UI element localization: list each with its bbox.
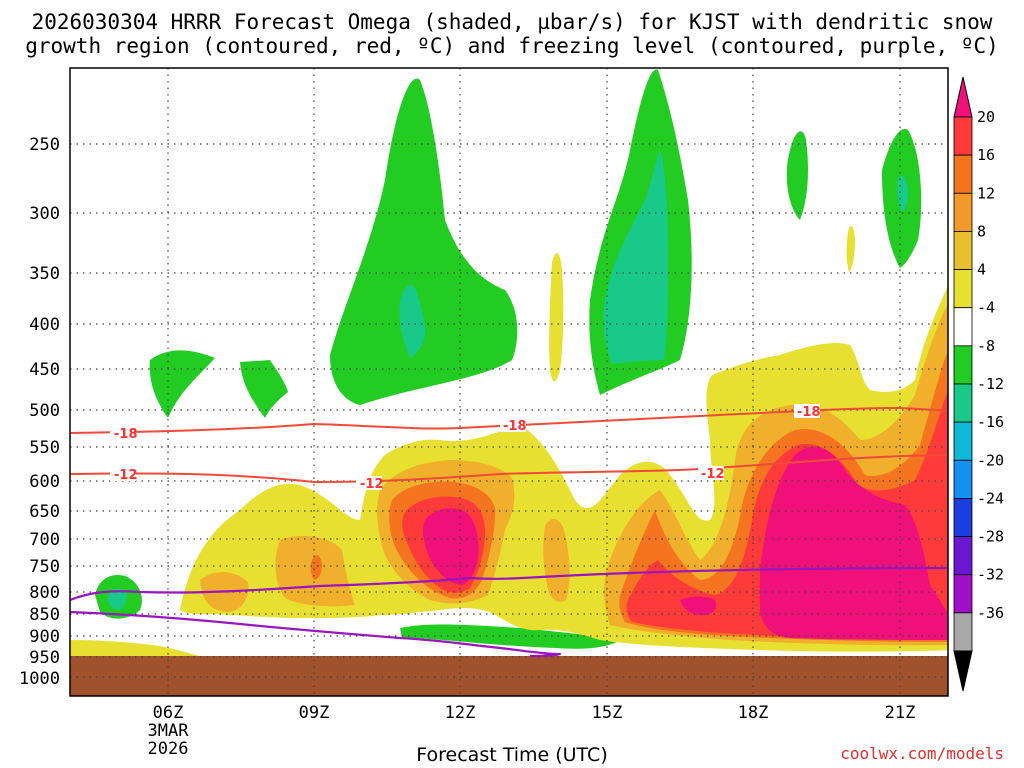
y-tick-550: 550 — [29, 438, 60, 458]
shade-green-plume-1 — [330, 78, 518, 405]
plot-frame — [69, 67, 949, 697]
colorbar-label-1: 16 — [977, 146, 995, 164]
x-tick-15z: 15Z — [592, 703, 623, 723]
y-tick-250: 250 — [29, 135, 60, 155]
y-tick-700: 700 — [29, 530, 60, 550]
grid — [70, 68, 948, 696]
contour-minus18 — [69, 406, 949, 434]
colorbar-bottom-arrow — [953, 650, 973, 692]
y-tick-350: 350 — [29, 264, 60, 284]
dgz-label-3: -12 — [114, 468, 138, 483]
x-tick-06z: 06Z — [153, 703, 184, 723]
x-tick-09z: 09Z — [299, 703, 330, 723]
colorbar-label-6: -8 — [977, 337, 995, 355]
y-tick-400: 400 — [29, 315, 60, 335]
colorbar-label-11: -28 — [977, 528, 1004, 546]
shade-yellow-narrow-1 — [549, 252, 564, 382]
shade-yellow-low-left — [70, 640, 200, 656]
x-tick-21z: 21Z — [885, 703, 916, 723]
freezing-upper — [69, 566, 949, 602]
y-axis: 250 300 350 400 450 500 550 600 650 700 … — [19, 135, 60, 689]
colorbar-label-4: 4 — [977, 261, 986, 279]
colorbar-label-7: -12 — [977, 375, 1004, 393]
y-tick-450: 450 — [29, 360, 60, 380]
colorbar-label-13: -36 — [977, 604, 1004, 622]
colorbar-swatch-0 — [953, 116, 973, 156]
y-tick-900: 900 — [29, 627, 60, 647]
y-tick-650: 650 — [29, 502, 60, 522]
omega-shading — [70, 69, 948, 656]
y-tick-950: 950 — [29, 648, 60, 668]
y-tick-500: 500 — [29, 401, 60, 421]
colorbar-label-0: 20 — [977, 108, 995, 126]
freezing-lower — [69, 610, 562, 658]
y-tick-800: 800 — [29, 583, 60, 603]
y-tick-850: 850 — [29, 605, 60, 625]
colorbar: 20 16 12 8 4 -4 -8 -12 -16 -20 -24 -28 -32 -36 — [953, 76, 1004, 692]
chart-title-line2: growth region (contoured, red, ºC) and f… — [25, 34, 999, 58]
colorbar-label-5: -4 — [977, 299, 995, 317]
colorbar-label-3: 8 — [977, 222, 986, 240]
colorbar-swatch-3 — [953, 231, 973, 270]
x-tick-18z: 18Z — [738, 703, 769, 723]
shade-green-small-3 — [786, 131, 808, 220]
y-tick-300: 300 — [29, 204, 60, 224]
colorbar-swatch-9 — [953, 459, 973, 499]
colorbar-label-9: -20 — [977, 451, 1004, 469]
colorbar-swatch-5 — [953, 307, 973, 347]
y-tick-750: 750 — [29, 557, 60, 577]
colorbar-swatch-13 — [953, 612, 973, 652]
shade-teal-core-3 — [107, 588, 127, 610]
shade-green-low-1 — [400, 624, 620, 649]
dgz-contour-labels: -18 -18 -18 -12 -12 -12 — [110, 404, 821, 492]
dgz-label-0: -18 — [114, 427, 138, 442]
site-credit: coolwx.com/models — [840, 744, 1004, 763]
x-axis: 06Z 3MAR 2026 09Z 12Z 15Z 18Z 21Z — [148, 703, 916, 759]
dgz-contours — [69, 406, 949, 484]
colorbar-swatch-10 — [953, 498, 973, 537]
colorbar-swatch-12 — [953, 574, 973, 614]
shade-teal-core-1 — [399, 284, 426, 358]
shade-orange-2 — [310, 555, 322, 580]
contour-minus12 — [69, 454, 949, 484]
x-tick-06z-year: 2026 — [148, 739, 189, 759]
shade-green-small-2 — [240, 360, 288, 418]
colorbar-swatch-11 — [953, 536, 973, 576]
shade-magenta-1 — [422, 508, 479, 585]
x-tick-12z: 12Z — [445, 703, 476, 723]
dgz-label-5: -12 — [701, 467, 725, 482]
colorbar-label-8: -16 — [977, 413, 1004, 431]
shade-amber-4 — [543, 518, 570, 602]
y-tick-1000: 1000 — [19, 669, 60, 689]
colorbar-swatch-2 — [953, 192, 973, 232]
y-tick-600: 600 — [29, 472, 60, 492]
colorbar-swatch-7 — [953, 383, 973, 423]
x-axis-title: Forecast Time (UTC) — [416, 744, 608, 766]
shade-green-small-1 — [149, 350, 215, 418]
dgz-label-2: -18 — [797, 405, 821, 420]
dgz-label-1: -18 — [503, 419, 527, 434]
freezing-level-contours — [69, 566, 949, 658]
colorbar-swatch-4 — [953, 269, 973, 309]
chart-title-line1: 2026030304 HRRR Forecast Omega (shaded, … — [31, 10, 993, 34]
shade-yellow-narrow-2 — [846, 225, 855, 272]
shade-teal-core-4 — [897, 175, 908, 212]
colorbar-top-arrow — [953, 76, 973, 118]
dgz-label-4: -12 — [360, 477, 384, 492]
terrain-surface — [70, 656, 948, 696]
shade-magenta-2 — [680, 596, 716, 616]
colorbar-label-12: -32 — [977, 566, 1004, 584]
shade-magenta-right — [760, 446, 948, 640]
colorbar-label-10: -24 — [977, 489, 1004, 507]
colorbar-swatch-6 — [953, 345, 973, 385]
colorbar-swatch-8 — [953, 421, 973, 461]
shade-teal-core-2 — [603, 150, 668, 364]
x-tick-06z-date: 3MAR — [148, 721, 190, 741]
colorbar-label-2: 12 — [977, 184, 995, 202]
colorbar-swatch-1 — [953, 154, 973, 194]
